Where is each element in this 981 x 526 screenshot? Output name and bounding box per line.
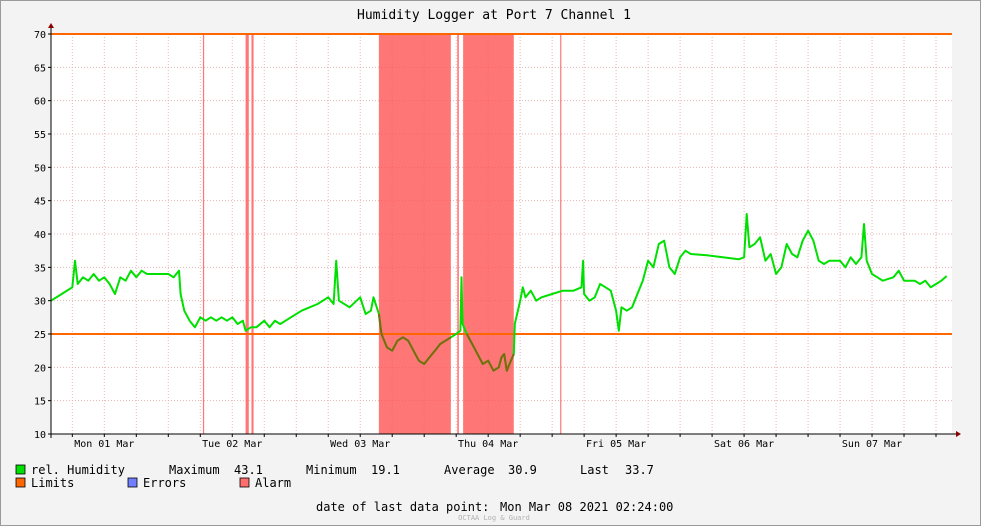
x-tick-label: Thu 04 Mar <box>458 439 518 450</box>
alarm-band <box>245 34 249 434</box>
humidity-legend-label: rel. Humidity <box>31 463 125 477</box>
x-tick-label: Wed 03 Mar <box>330 439 390 450</box>
alarm-band <box>251 34 254 434</box>
humidity-series-alarm-segment <box>465 333 515 372</box>
errors-legend-label: Errors <box>143 476 186 490</box>
y-tick-label: 45 <box>34 197 46 208</box>
alarm-legend-label: Alarm <box>255 476 291 490</box>
limit-lines <box>51 33 952 335</box>
last-data-point-value: Mon Mar 08 2021 02:24:00 <box>500 500 673 514</box>
x-tick-label: Sat 06 Mar <box>714 439 774 450</box>
x-tick-label: Fri 05 Mar <box>586 439 646 450</box>
alarm-band <box>202 34 205 434</box>
x-tick-label: Sun 07 Mar <box>842 439 902 450</box>
x-axis-arrow <box>956 431 961 437</box>
maximum-value: 43.1 <box>234 463 263 477</box>
average-label: Average <box>444 463 495 477</box>
y-tick-label: 60 <box>34 97 46 108</box>
average-value: 30.9 <box>508 463 537 477</box>
minimum-value: 19.1 <box>371 463 400 477</box>
y-tick-labels: 10 15 20 25 30 35 40 45 50 55 60 65 70 <box>34 30 51 441</box>
minimum-label: Minimum <box>306 463 357 477</box>
chart-title: Humidity Logger at Port 7 Channel 1 <box>357 8 631 23</box>
maximum-label: Maximum <box>169 463 220 477</box>
x-tick-labels: Mon 01 Mar Tue 02 Mar Wed 03 Mar Thu 04 Mar… <box>71 434 937 450</box>
alarm-legend-swatch <box>239 477 250 488</box>
y-tick-label: 70 <box>34 30 46 41</box>
y-tick-label: 15 <box>34 397 46 408</box>
y-tick-label: 30 <box>34 297 46 308</box>
last-data-point-label: date of last data point: <box>316 500 489 514</box>
y-tick-label: 40 <box>34 230 46 241</box>
y-tick-label: 20 <box>34 363 46 374</box>
axes <box>48 23 961 438</box>
humidity-series-alarm-segment <box>377 313 452 365</box>
y-tick-label: 35 <box>34 263 46 274</box>
errors-legend-swatch <box>127 477 138 488</box>
last-value: 33.7 <box>625 463 654 477</box>
y-tick-label: 65 <box>34 63 46 74</box>
alarm-band <box>457 34 459 434</box>
alarm-band <box>463 34 514 434</box>
x-tick-label: Tue 02 Mar <box>202 439 262 450</box>
x-tick-label: Mon 01 Mar <box>74 439 134 450</box>
last-label: Last <box>580 463 609 477</box>
limits-legend-label: Limits <box>31 476 74 490</box>
y-tick-label: 25 <box>34 330 46 341</box>
footer-credit: OCTAA Log & Guard <box>458 514 530 522</box>
alarm-band <box>560 34 562 434</box>
alarm-bands <box>202 34 562 434</box>
y-tick-label: 10 <box>34 430 46 441</box>
series-lines <box>50 213 948 372</box>
alarm-band <box>378 34 451 434</box>
y-axis-arrow <box>48 23 54 28</box>
limits-legend-swatch <box>15 477 26 488</box>
y-tick-label: 50 <box>34 163 46 174</box>
humidity-legend-swatch <box>15 464 26 475</box>
y-tick-label: 55 <box>34 130 46 141</box>
